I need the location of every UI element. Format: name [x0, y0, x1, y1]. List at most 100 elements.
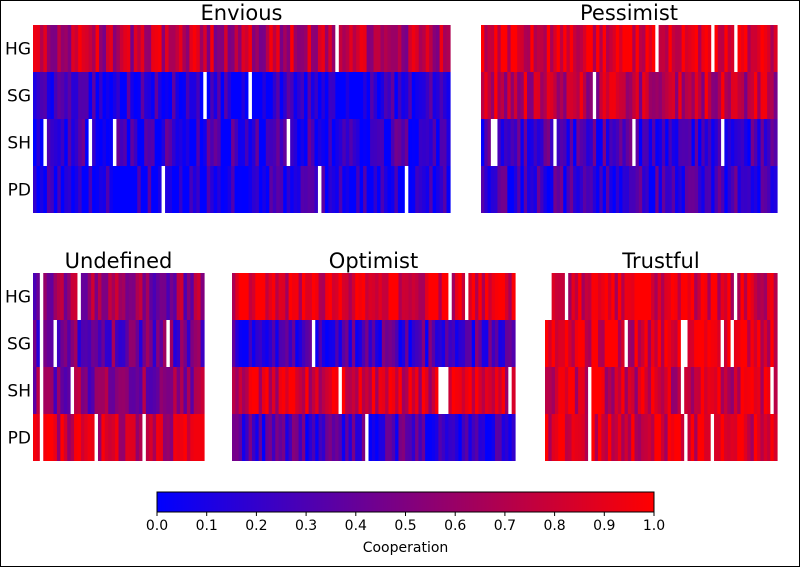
- heatmap-cell: [418, 119, 423, 166]
- heatmap-row-sg: [33, 72, 451, 119]
- heatmap-cell: [147, 166, 152, 213]
- heatmap-cell: [210, 25, 215, 72]
- heatmap-cell: [147, 72, 152, 119]
- heatmap-cell: [97, 320, 102, 367]
- heatmap-cell: [378, 367, 383, 414]
- heatmap-cell: [118, 414, 123, 461]
- heatmap-cell: [70, 273, 75, 320]
- heatmap-cell: [118, 320, 123, 367]
- heatmap-row-sh: [33, 119, 451, 166]
- heatmap-cell: [704, 320, 708, 367]
- heatmap-cell: [67, 273, 72, 320]
- heatmap-cell: [33, 273, 38, 320]
- heatmap-cell: [121, 273, 126, 320]
- heatmap-cell: [435, 414, 440, 461]
- heatmap-cell: [85, 72, 90, 119]
- heatmap-cell: [641, 367, 646, 414]
- heatmap-cell: [186, 414, 191, 461]
- heatmap-cell: [328, 414, 333, 461]
- heatmap-cell: [622, 119, 627, 166]
- heatmap-cell: [251, 166, 257, 213]
- heatmap-cell: [684, 119, 689, 166]
- heatmap-cell: [328, 320, 333, 367]
- heatmap-cell: [139, 414, 144, 461]
- heatmap-cell: [158, 166, 163, 213]
- heatmap-cell: [70, 367, 75, 414]
- heatmap-cell: [428, 414, 433, 461]
- heatmap-cell: [366, 25, 371, 72]
- heatmap-cell: [262, 119, 267, 166]
- heatmap-cell: [278, 320, 283, 367]
- heatmap-cell: [238, 166, 243, 213]
- heatmap-cell: [285, 367, 290, 414]
- heatmap-cell: [370, 25, 375, 72]
- heatmap-cell: [123, 166, 128, 213]
- heatmap-cell: [596, 25, 600, 72]
- heatmap-cell: [591, 273, 596, 320]
- heatmap-cell: [147, 25, 152, 72]
- heatmap-cell: [281, 273, 286, 320]
- colorbar-tick-label: 0.2: [245, 518, 267, 534]
- heatmap-cell: [297, 72, 302, 119]
- heatmap-cell: [446, 72, 451, 119]
- heatmap-cell: [581, 273, 586, 320]
- heatmap-cell: [546, 166, 551, 213]
- heatmap-cell: [213, 119, 218, 166]
- heatmap-cell: [95, 119, 100, 166]
- heatmap-cell: [471, 320, 476, 367]
- heatmap-cell: [80, 320, 85, 367]
- heatmap-cell: [77, 320, 82, 367]
- heatmap-cell: [711, 119, 716, 166]
- heatmap-cell: [497, 72, 502, 119]
- heatmap-cell: [321, 119, 326, 166]
- heatmap-cell: [381, 320, 386, 367]
- heatmap-cell: [661, 320, 665, 367]
- heatmap-cell: [275, 414, 280, 461]
- heatmap-cell: [415, 119, 420, 166]
- heatmap-cell: [737, 72, 742, 119]
- heatmap-cell: [533, 166, 538, 213]
- heatmap-cell: [315, 414, 320, 461]
- heatmap-cell: [133, 25, 138, 72]
- heatmap-cell: [301, 367, 306, 414]
- heatmap-cell: [687, 320, 692, 367]
- heatmap-cell: [186, 320, 191, 367]
- heatmap-cell: [411, 367, 416, 414]
- heatmap-cell: [668, 25, 673, 72]
- heatmap-cell: [671, 166, 676, 213]
- heatmap-cell: [169, 320, 174, 367]
- heatmap-cell: [290, 119, 295, 166]
- heatmap-cell: [199, 72, 204, 119]
- heatmap-cell: [345, 72, 350, 119]
- heatmap-cell: [245, 414, 250, 461]
- heatmap-cell: [197, 320, 202, 367]
- heatmap-cell: [471, 414, 476, 461]
- colorbar-tick-label: 0.9: [593, 518, 615, 534]
- heatmap-cell: [36, 25, 41, 72]
- heatmap-cell: [388, 320, 393, 367]
- heatmap-cell: [698, 119, 702, 166]
- heatmap-cell: [224, 72, 229, 119]
- heatmap-cell: [363, 166, 368, 213]
- heatmap-cell: [611, 273, 616, 320]
- heatmap-cell: [694, 166, 699, 213]
- heatmap-cell: [290, 25, 295, 72]
- heatmap-cell: [71, 166, 76, 213]
- heatmap-cell: [750, 119, 755, 166]
- heatmap-cell: [87, 414, 92, 461]
- heatmap-cell: [645, 72, 650, 119]
- heatmap-cell: [681, 25, 686, 72]
- heatmap-cell: [95, 25, 100, 72]
- heatmap-cell: [286, 166, 291, 213]
- heatmap-cell: [520, 72, 525, 119]
- heatmap-cell: [378, 273, 383, 320]
- heatmap-cell: [461, 320, 466, 367]
- heatmap-cell: [727, 25, 732, 72]
- heatmap-cell: [366, 72, 371, 119]
- heatmap-cell: [381, 367, 386, 414]
- heatmap-cell: [162, 367, 167, 414]
- heatmap-cell: [101, 320, 106, 367]
- heatmap-cell: [568, 367, 573, 414]
- heatmap-cell: [197, 367, 202, 414]
- heatmap-cell: [631, 273, 636, 320]
